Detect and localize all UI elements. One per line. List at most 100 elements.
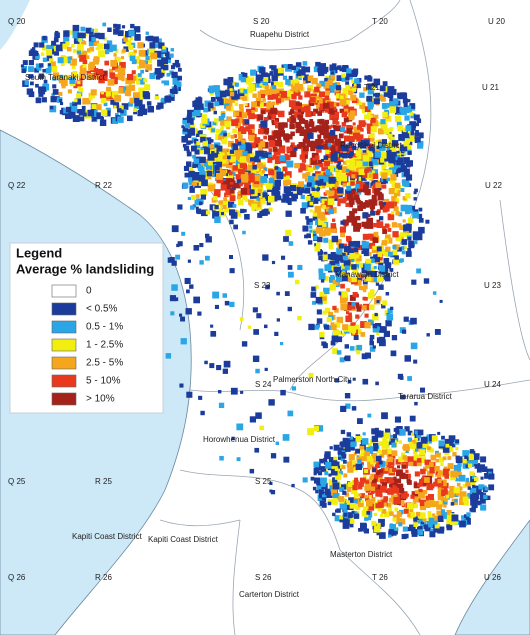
landslide-cell: [351, 79, 355, 84]
landslide-cell: [138, 87, 145, 94]
landslide-cell: [207, 169, 211, 173]
landslide-cell: [374, 114, 379, 119]
landslide-cell: [67, 46, 72, 52]
landslide-cell: [287, 90, 294, 97]
landslide-cell: [308, 373, 314, 378]
landslide-cell: [313, 144, 318, 149]
landslide-cell: [383, 496, 388, 501]
landslide-cell: [345, 202, 350, 207]
landslide-cell: [152, 36, 159, 43]
landslide-cell: [344, 492, 349, 497]
landslide-cell: [336, 350, 342, 355]
landslide-cell: [349, 523, 354, 528]
landslide-cell: [392, 245, 397, 249]
landslide-cell: [345, 81, 350, 86]
landslide-cell: [268, 169, 275, 176]
landslide-cell: [373, 458, 378, 463]
landslide-cell: [237, 134, 243, 140]
landslide-cell: [366, 192, 370, 196]
landslide-cell: [341, 243, 347, 249]
landslide-cell: [332, 477, 338, 483]
landslide-cell: [357, 124, 363, 130]
landslide-cell: [88, 40, 95, 47]
landslide-cell: [234, 210, 242, 217]
landslide-cell: [436, 452, 441, 458]
landslide-cell: [68, 111, 76, 119]
landslide-cell: [242, 96, 247, 101]
landslide-cell: [253, 155, 261, 163]
landslide-cell: [378, 460, 383, 465]
landslide-cell: [252, 170, 257, 174]
landslide-cell: [174, 59, 180, 65]
landslide-cell: [135, 28, 140, 32]
landslide-cell: [333, 124, 337, 129]
landslide-cell: [418, 207, 423, 212]
landslide-cell: [344, 356, 348, 360]
landslide-cell: [303, 154, 308, 159]
landslide-cell: [257, 114, 264, 121]
landslide-cell: [378, 201, 383, 206]
landslide-cell: [274, 120, 278, 125]
landslide-cell: [380, 513, 384, 518]
landslide-cell: [417, 483, 421, 487]
landslide-cell: [310, 157, 318, 165]
landslide-cell: [354, 194, 360, 201]
landslide-cell: [67, 56, 72, 61]
landslide-cell: [420, 520, 424, 524]
landslide-cell: [317, 111, 322, 116]
landslide-cell: [416, 118, 422, 123]
landslide-cell: [218, 153, 222, 158]
landslide-cell: [362, 432, 366, 436]
landslide-cell: [232, 128, 237, 134]
landslide-cell: [356, 328, 362, 335]
landslide-cell: [252, 164, 257, 170]
landslide-cell: [304, 234, 308, 239]
landslide-cell: [348, 437, 356, 445]
landslide-cell: [146, 101, 152, 106]
landslide-cell: [240, 139, 247, 146]
landslide-cell: [341, 465, 346, 469]
landslide-cell: [251, 101, 257, 108]
landslide-cell: [371, 199, 378, 206]
landslide-cell: [42, 35, 47, 41]
landslide-cell: [200, 106, 204, 110]
landslide-cell: [272, 114, 277, 118]
landslide-cell: [271, 260, 276, 265]
landslide-cell: [317, 250, 324, 256]
landslide-cell: [155, 43, 160, 48]
landslide-cell: [177, 75, 182, 81]
landslide-cell: [325, 149, 330, 155]
landslide-cell: [121, 56, 125, 60]
landslide-cell: [329, 260, 336, 267]
landslide-cell: [334, 473, 342, 480]
landslide-cell: [113, 23, 118, 28]
grid-label: U 23: [484, 281, 501, 290]
landslide-cell: [368, 292, 375, 299]
landslide-cell: [227, 99, 232, 104]
landslide-cell: [245, 108, 253, 116]
landslide-cell: [488, 473, 495, 480]
landslide-cell: [402, 526, 408, 532]
landslide-cell: [352, 122, 356, 126]
landslide-cell: [312, 173, 316, 177]
landslide-cell: [296, 84, 304, 91]
landslide-cell: [346, 185, 352, 191]
landslide-cell: [383, 258, 390, 264]
landslide-cell: [312, 486, 317, 491]
landslide-cell: [393, 497, 401, 504]
landslide-cell: [363, 87, 368, 92]
landslide-cell: [366, 456, 373, 462]
landslide-cell: [139, 61, 146, 69]
landslide-cell: [324, 489, 331, 496]
landslide-cell: [322, 98, 329, 105]
landslide-cell: [411, 439, 416, 444]
landslide-cell: [351, 302, 356, 307]
landslide-cell: [376, 531, 381, 536]
landslide-cell: [330, 74, 336, 80]
landslide-cell: [60, 62, 65, 67]
landslide-cell: [53, 37, 59, 43]
landslide-cell: [129, 37, 133, 41]
landslide-cell: [338, 157, 344, 163]
landslide-cell: [240, 76, 247, 83]
landslide-cell: [213, 110, 217, 115]
